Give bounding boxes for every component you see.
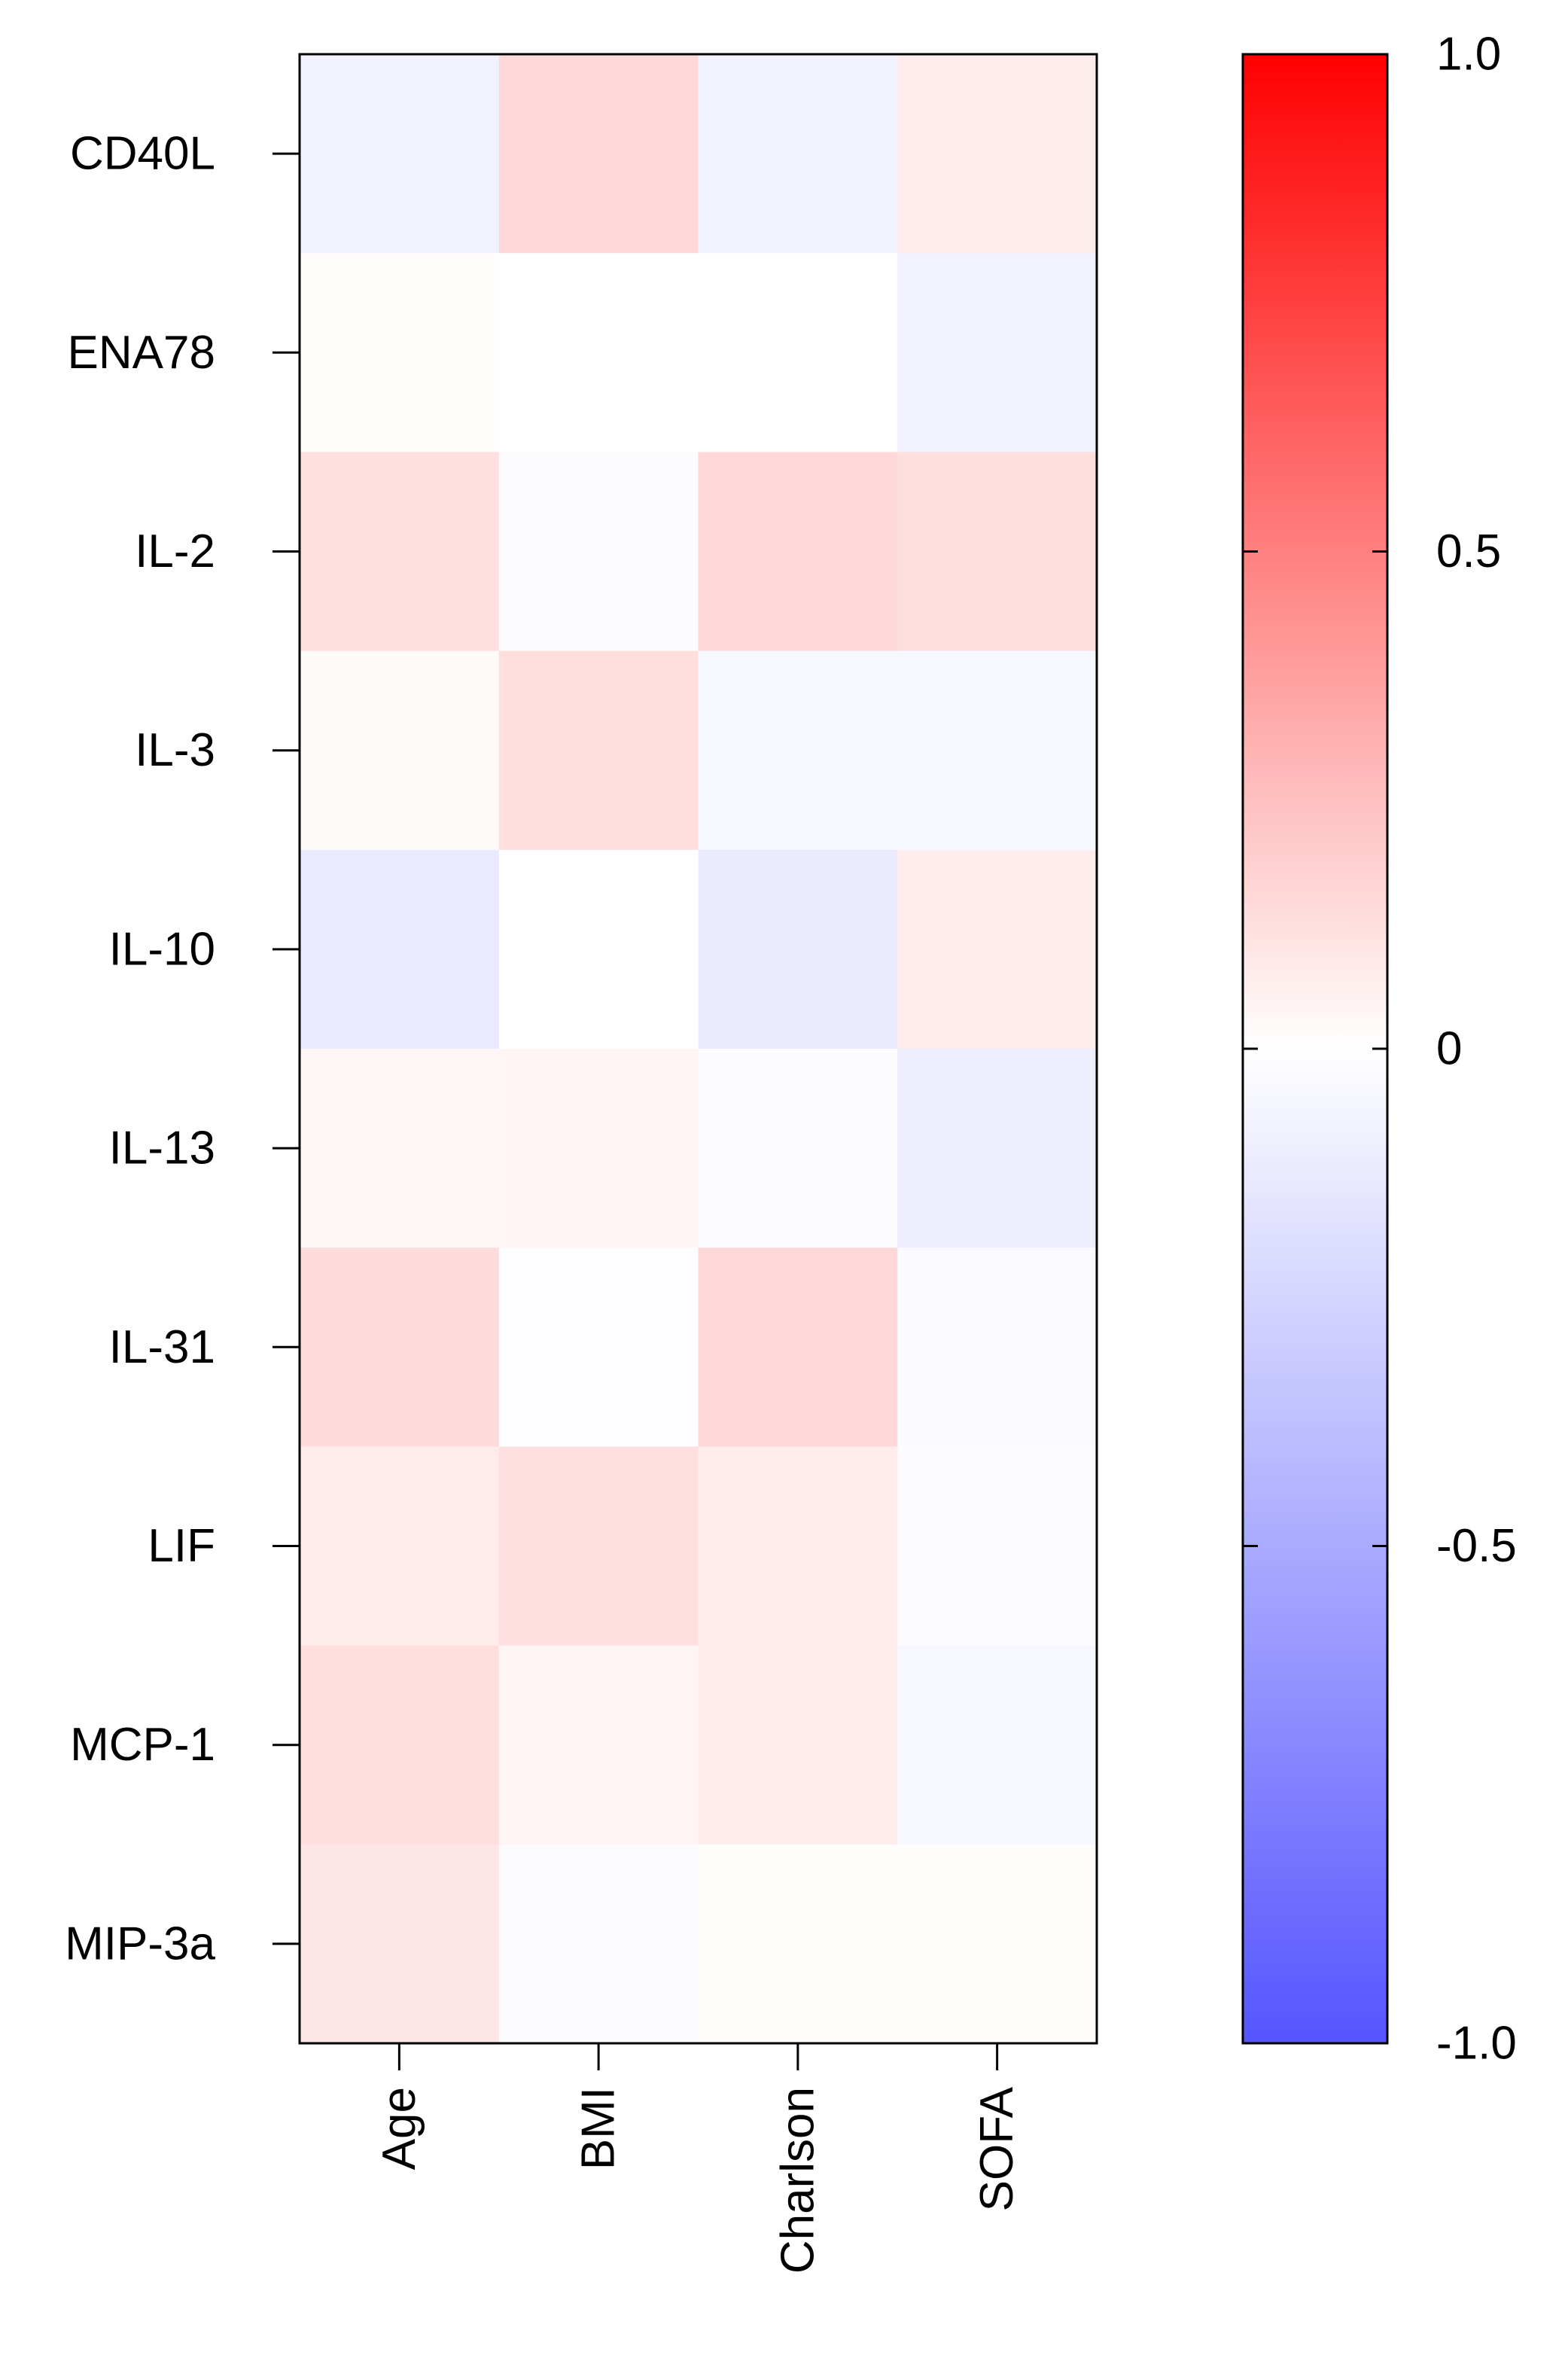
x-tick-label: SOFA (971, 2086, 1023, 2211)
heatmap-cell-IL-2-Age (300, 452, 500, 652)
y-axis: CD40L ENA78 IL-2 IL-3 IL-10 IL-13 IL-31 LIF MCP-… (65, 128, 300, 1969)
heatmap-cell-MCP-1-Charlson (698, 1645, 898, 1845)
x-tick-label: Age (373, 2087, 425, 2170)
heatmap-cell-IL-2-BMI (498, 452, 699, 652)
y-tick-label: IL-3 (135, 724, 215, 776)
heatmap-cell-ENA78-BMI (498, 253, 699, 452)
heatmap-cell-LIF-Charlson (698, 1446, 898, 1647)
colorbar-tick-label: 0.5 (1436, 525, 1501, 577)
heatmap-cell-CD40L-Age (300, 54, 500, 254)
colorbar-tick-label: -0.5 (1436, 1520, 1517, 1572)
heatmap-cell-CD40L-Charlson (698, 54, 898, 254)
heatmap-cell-MCP-1-BMI (498, 1645, 699, 1845)
heatmap-cell-IL-3-Age (300, 650, 500, 851)
heatmap-cell-CD40L-BMI (498, 54, 699, 254)
colorbar: 1.0 0.5 0 -0.5 -1.0 (1241, 29, 1517, 2070)
colorbar-gradient (1241, 53, 1389, 2045)
heatmap-cell-MCP-1-Age (300, 1645, 500, 1845)
heatmap-cell-LIF-BMI (498, 1446, 699, 1647)
plot-frame (298, 53, 1098, 2045)
heatmap-cell-MIP-3a-Charlson (698, 1844, 898, 2044)
heatmap-cell-IL-3-SOFA (897, 650, 1098, 851)
heatmap-cell-ENA78-Age (300, 253, 500, 452)
heatmap-cell-IL-13-Charlson (698, 1049, 898, 1248)
heatmap-cell-MIP-3a-BMI (498, 1844, 699, 2044)
heatmap-cell-IL-10-BMI (498, 849, 699, 1049)
heatmap-cell-IL-13-Age (300, 1049, 500, 1248)
heatmap-cell-IL-10-SOFA (897, 849, 1098, 1049)
heatmap-cell-LIF-SOFA (897, 1446, 1098, 1647)
y-tick-label: IL-10 (109, 923, 215, 975)
y-tick-label: ENA78 (68, 327, 215, 379)
heatmap-cell-ENA78-Charlson (698, 253, 898, 452)
y-tick-label: IL-31 (109, 1321, 215, 1373)
heatmap-cell-MIP-3a-Age (300, 1844, 500, 2044)
heatmap-cell-IL-3-Charlson (698, 650, 898, 851)
y-tick-label: IL-13 (109, 1123, 215, 1174)
heatmap-cell-IL-31-Charlson (698, 1247, 898, 1447)
heatmap-cell-IL-2-Charlson (698, 452, 898, 652)
heatmap-cell-IL-31-BMI (498, 1247, 699, 1447)
colorbar-tick-label: 0 (1436, 1023, 1462, 1075)
y-tick-label: LIF (148, 1520, 215, 1572)
heatmap-cells (300, 54, 1098, 2044)
x-axis: Age BMI Charlson SOFA (373, 2043, 1023, 2274)
heatmap-cell-IL-10-Age (300, 849, 500, 1049)
x-tick-label: BMI (573, 2087, 625, 2170)
heatmap-cell-MCP-1-SOFA (897, 1645, 1098, 1845)
heatmap-cell-IL-10-Charlson (698, 849, 898, 1049)
y-tick-label: MCP-1 (70, 1719, 215, 1771)
heatmap-cell-IL-2-SOFA (897, 452, 1098, 652)
heatmap-cell-LIF-Age (300, 1446, 500, 1647)
colorbar-tick-label: -1.0 (1436, 2018, 1517, 2070)
y-tick-label: IL-2 (135, 525, 215, 577)
heatmap-cell-IL-31-SOFA (897, 1247, 1098, 1447)
heatmap-cell-IL-13-BMI (498, 1049, 699, 1248)
x-tick-label: Charlson (772, 2087, 824, 2274)
y-tick-label: MIP-3a (65, 1918, 215, 1969)
heatmap-cell-IL-3-BMI (498, 650, 699, 851)
heatmap-cell-CD40L-SOFA (897, 54, 1098, 254)
heatmap-cell-IL-13-SOFA (897, 1049, 1098, 1248)
heatmap-cell-MIP-3a-SOFA (897, 1844, 1098, 2044)
heatmap-cell-ENA78-SOFA (897, 253, 1098, 452)
colorbar-tick-label: 1.0 (1436, 29, 1501, 81)
y-tick-label: CD40L (70, 128, 215, 180)
heatmap-cell-IL-31-Age (300, 1247, 500, 1447)
